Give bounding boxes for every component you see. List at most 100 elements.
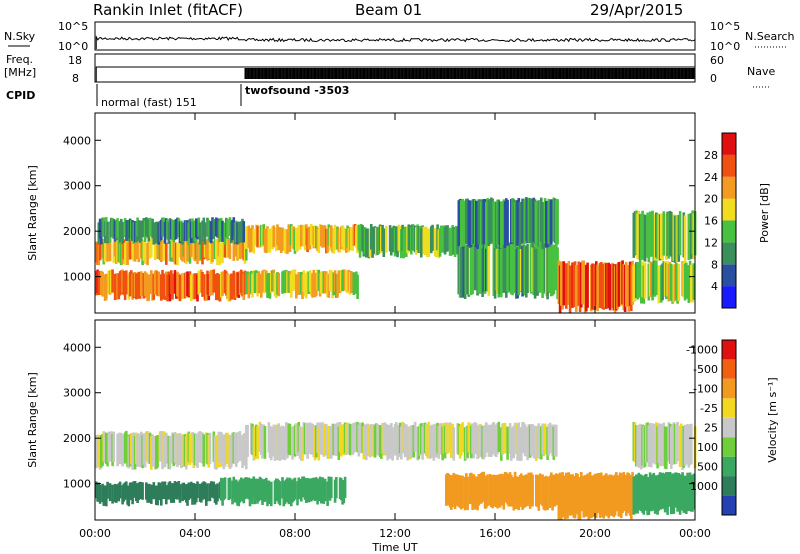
heatmap-cell (523, 424, 527, 457)
heatmap-cell (486, 474, 489, 507)
heatmap-cell (223, 238, 227, 258)
colorbar-swatch (722, 198, 736, 221)
heatmap-cell (236, 432, 239, 463)
heatmap-cell (105, 273, 108, 300)
heatmap-cell (487, 245, 491, 296)
date-title: 29/Apr/2015 (590, 1, 683, 19)
heatmap-cell (390, 227, 393, 256)
heatmap-cell (413, 421, 417, 452)
nsky-tick-top: 10^5 (58, 20, 88, 33)
heatmap-cell (678, 211, 682, 256)
y-tick-label: 2000 (63, 432, 91, 445)
heatmap-cell (218, 242, 222, 265)
heatmap-cell (515, 476, 518, 510)
heatmap-cell (97, 270, 101, 296)
heatmap-cell (152, 482, 156, 500)
heatmap-cell (335, 477, 338, 499)
heatmap-cell (171, 273, 174, 300)
power-colorbar: 4 8 12 16 20 24 28 (704, 132, 737, 309)
heatmap-cell (238, 431, 242, 462)
heatmap-cell (342, 227, 346, 251)
power-y-axis: 1000 2000 3000 4000 (63, 134, 695, 284)
cpid-mode-1: normal (fast) 151 (101, 96, 197, 109)
heatmap-cell (610, 474, 613, 516)
heatmap-cell (538, 243, 542, 293)
heatmap-cell (121, 221, 124, 244)
nave-tick-bottom: 0 (710, 72, 717, 85)
heatmap-cell (677, 264, 681, 301)
colorbar-swatch (722, 242, 736, 265)
nsearch-tick-top: 10^5 (710, 20, 740, 33)
heatmap-cell (246, 424, 249, 457)
heatmap-cell (108, 240, 112, 262)
heatmap-cell (531, 474, 534, 507)
heatmap-cell (556, 199, 559, 245)
heatmap-cell (291, 426, 294, 460)
heatmap-cell (575, 265, 578, 312)
velocity-colorbar: 1000 500 100 25 -25 -100 -500 -1000 (686, 339, 737, 516)
heatmap-cell (153, 239, 157, 261)
heatmap-cell (352, 272, 356, 295)
heatmap-cell (555, 424, 558, 457)
heatmap-cell (178, 274, 182, 302)
heatmap-cell (473, 242, 477, 291)
heatmap-cell (492, 201, 496, 249)
heatmap-cell (256, 225, 259, 248)
heatmap-cell (376, 424, 379, 456)
heatmap-cell (115, 484, 118, 503)
heatmap-cell (548, 422, 552, 454)
colorbar-swatch (722, 340, 736, 360)
y-tick-label: 3000 (63, 387, 91, 400)
heatmap-cell (446, 225, 449, 252)
x-tick-label: 00:00 (679, 527, 711, 540)
heatmap-cell (586, 262, 589, 308)
heatmap-cell (245, 240, 248, 261)
heatmap-cell (352, 422, 356, 454)
colorbar-swatch (722, 378, 736, 399)
heatmap-cell (562, 261, 566, 306)
heatmap-cell (257, 271, 261, 294)
heatmap-cell (208, 432, 212, 464)
heatmap-cell (182, 482, 186, 501)
cpid-label: CPID (6, 89, 35, 102)
power-y-label: Slant Range [km] (26, 165, 39, 261)
heatmap-cell (608, 264, 612, 311)
heatmap-cell (118, 481, 122, 499)
heatmap-cell (503, 422, 507, 454)
heatmap-cell (157, 271, 161, 297)
nave-bars (244, 68, 696, 79)
heatmap-cell (327, 426, 331, 459)
heatmap-cell (497, 421, 501, 452)
heatmap-cell (212, 269, 216, 293)
heatmap-cell (203, 222, 207, 245)
heatmap-cell (446, 423, 449, 454)
heatmap-cell (485, 422, 488, 453)
colorbar-tick-label: -25 (700, 402, 718, 415)
heatmap-cell (580, 472, 583, 512)
heatmap-cell (168, 436, 172, 470)
heatmap-cell (550, 199, 553, 245)
heatmap-cell (391, 427, 394, 461)
power-colorbar-label: Power [dB] (758, 183, 771, 243)
heatmap-cell (106, 240, 109, 262)
heatmap-cell (518, 201, 522, 249)
heatmap-cell (617, 262, 621, 307)
heatmap-cell (147, 274, 151, 301)
nsearch-tick-bottom: 10^0 (710, 40, 740, 53)
x-tick-label: 20:00 (579, 527, 611, 540)
heatmap-cell (141, 482, 144, 500)
heatmap-cell (546, 476, 549, 511)
colorbar-tick-label: 1000 (690, 480, 718, 493)
heatmap-cell (541, 202, 544, 250)
heatmap-cell (121, 434, 124, 467)
heatmap-cell (272, 225, 276, 248)
heatmap-cell (643, 262, 647, 299)
heatmap-cell (103, 241, 107, 263)
heatmap-cell (196, 242, 199, 265)
station-title: Rankin Inlet (fitACF) (93, 1, 243, 19)
heatmap-cell (427, 228, 431, 257)
y-tick-label: 3000 (63, 180, 91, 193)
heatmap-cell (201, 272, 204, 297)
colorbar-tick-label: 25 (704, 422, 718, 435)
heatmap-cell (111, 484, 114, 504)
